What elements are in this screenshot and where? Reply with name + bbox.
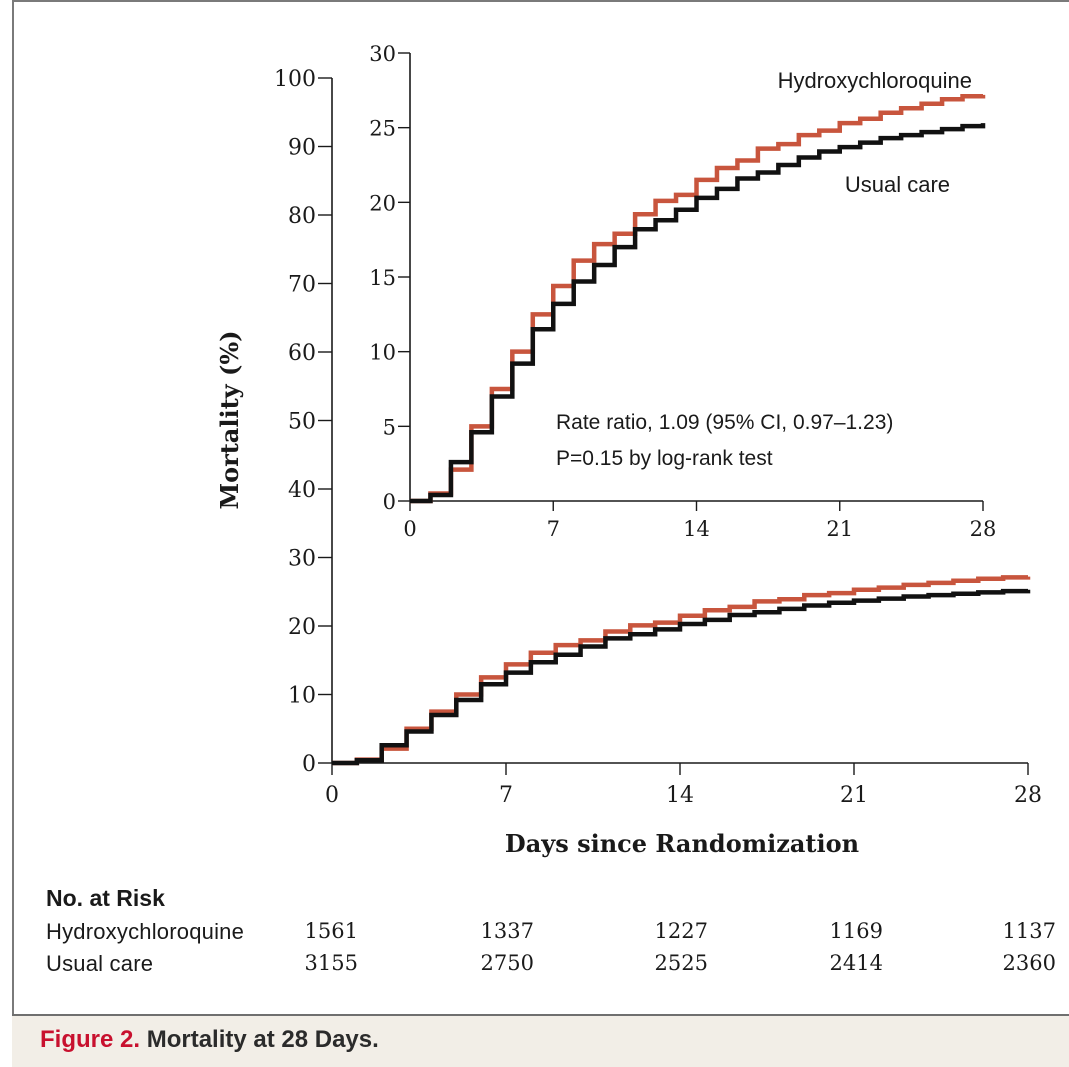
- main-x-tick-label: 21: [840, 783, 868, 808]
- main-y-tick-label: 40: [288, 478, 316, 503]
- risk-value: 1137: [1002, 919, 1056, 943]
- risk-value: 1227: [654, 919, 708, 943]
- rate-ratio-annotation: Rate ratio, 1.09 (95% CI, 0.97–1.23): [556, 411, 893, 434]
- inset-series-hydroxychloroquine: [410, 94, 986, 504]
- inset-y-tick-label: 10: [369, 341, 396, 365]
- figure-caption: Figure 2. Mortality at 28 Days.: [40, 1026, 379, 1054]
- inset-plot: 0 5 10 15 20 25 30 0 7 14 21 28 Hydroxychloroquine Us…: [369, 42, 996, 541]
- risk-row-usual-care: Usual care 3155 2750 2525 2414 2360: [46, 951, 1056, 981]
- series-label-usual-care: Usual care: [845, 172, 950, 197]
- risk-value: 2750: [480, 951, 534, 975]
- inset-series-usual-care: [410, 123, 986, 504]
- risk-table-title: No. at Risk: [46, 885, 165, 911]
- risk-value: 3155: [304, 951, 358, 975]
- caption-prefix: Figure 2.: [40, 1026, 141, 1053]
- main-y-tick-label: 100: [274, 67, 316, 92]
- risk-row-label: Usual care: [46, 951, 154, 976]
- inset-x-tick-label: 7: [547, 517, 560, 541]
- caption-text: Mortality at 28 Days.: [146, 1026, 379, 1053]
- main-x-tick-label: 0: [325, 783, 339, 808]
- inset-y-tick-label: 5: [383, 415, 396, 439]
- risk-value: 2414: [829, 951, 883, 975]
- risk-value: 1561: [304, 919, 358, 943]
- main-x-tick-label: 7: [499, 783, 513, 808]
- main-y-tick-label: 90: [288, 136, 316, 161]
- series-label-hydroxychloroquine: Hydroxychloroquine: [778, 68, 972, 93]
- risk-table: No. at Risk Hydroxychloroquine 1561 1337…: [46, 885, 1056, 985]
- inset-x-tick-label: 0: [403, 517, 416, 541]
- inset-y-tick-label: 30: [369, 42, 396, 66]
- p-value-annotation: P=0.15 by log-rank test: [556, 447, 773, 470]
- main-y-tick-label: 0: [302, 752, 316, 777]
- series-hydroxychloroquine: [332, 575, 1031, 766]
- main-y-tick-label: 80: [288, 204, 316, 229]
- risk-value: 2360: [1002, 951, 1056, 975]
- caption-bar: Figure 2. Mortality at 28 Days.: [12, 1014, 1069, 1067]
- main-y-tick-label: 50: [288, 410, 316, 435]
- main-y-tick-label: 60: [288, 341, 316, 366]
- inset-y-tick-label: 20: [369, 191, 396, 215]
- inset-x-tick-label: 14: [683, 517, 710, 541]
- main-y-tick-label: 10: [288, 684, 316, 709]
- x-axis-label: Days since Randomization: [505, 829, 859, 858]
- inset-y-tick-label: 0: [383, 490, 396, 514]
- inset-y-tick-label: 15: [369, 266, 396, 290]
- risk-value: 2525: [654, 951, 708, 975]
- inset-x-tick-label: 21: [826, 517, 853, 541]
- inset-y-tick-label: 25: [369, 117, 396, 141]
- series-usual-care: [332, 588, 1031, 766]
- main-y-tick-label: 70: [288, 273, 316, 298]
- inset-x-tick-label: 28: [970, 517, 997, 541]
- main-y-tick-label: 30: [288, 547, 316, 572]
- risk-row-label: Hydroxychloroquine: [46, 919, 245, 944]
- y-axis-label: Mortality (%): [215, 331, 244, 510]
- main-x-tick-label: 14: [666, 783, 694, 808]
- main-x-tick-label: 28: [1014, 783, 1042, 808]
- risk-value: 1337: [480, 919, 534, 943]
- risk-value: 1169: [829, 919, 883, 943]
- risk-row-hydroxychloroquine: Hydroxychloroquine 1561 1337 1227 1169 1…: [46, 919, 1056, 949]
- figure-frame: [12, 0, 1069, 1067]
- main-y-tick-label: 20: [288, 615, 316, 640]
